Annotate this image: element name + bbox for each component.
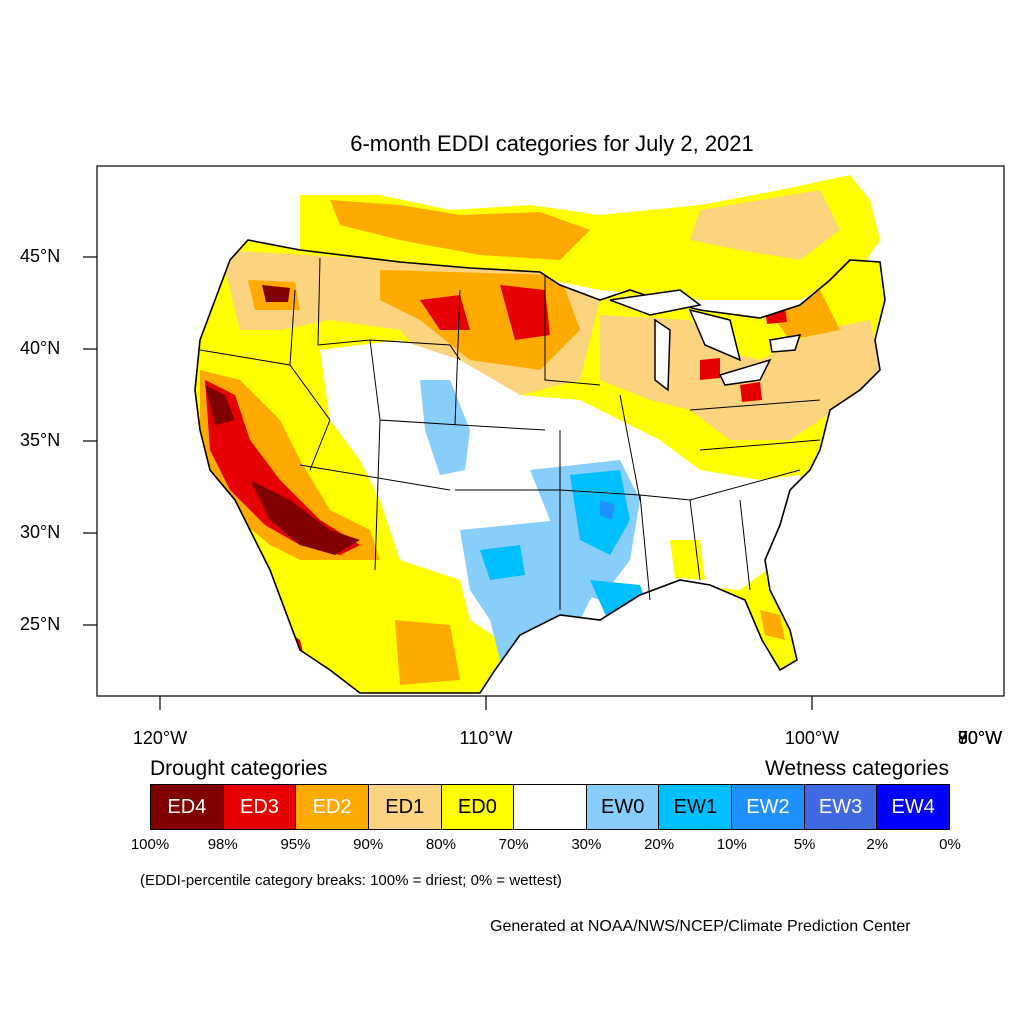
ed3-dakotas bbox=[500, 285, 550, 340]
lon-label: 70°W bbox=[957, 728, 1003, 748]
legend-break-label: 2% bbox=[866, 836, 889, 853]
legend-cell-ed4: ED4 bbox=[151, 785, 224, 829]
legend-cell-ew4: EW4 bbox=[877, 785, 950, 829]
legend-break-label: 100% bbox=[130, 836, 170, 853]
ed3-ohio bbox=[740, 382, 762, 402]
legend-cell-ew2: EW2 bbox=[732, 785, 805, 829]
legend-colorbar: ED4 ED3 ED2 ED1 ED0 EW0 EW1 EW2 EW3 EW4 bbox=[150, 784, 950, 830]
ed2-mexico-north bbox=[395, 620, 460, 685]
legend-break-label: 70% bbox=[498, 836, 529, 853]
legend-break-label: 95% bbox=[280, 836, 311, 853]
legend-cell-normal bbox=[514, 785, 587, 829]
legend-cell-ed0: ED0 bbox=[441, 785, 515, 829]
ew2-arkansas bbox=[600, 500, 615, 520]
lon-label: 100°W bbox=[784, 728, 840, 748]
lat-label: 40°N bbox=[20, 338, 61, 358]
legend-break-label: 30% bbox=[571, 836, 602, 853]
ed2-florida bbox=[760, 610, 785, 640]
map-title: 6-month EDDI categories for July 2, 2021 bbox=[350, 131, 754, 156]
lon-label: 110°W bbox=[459, 728, 513, 748]
ed3-montana bbox=[420, 295, 470, 330]
footnote: (EDDI-percentile category breaks: 100% =… bbox=[140, 872, 562, 889]
legend-break-label: 20% bbox=[644, 836, 675, 853]
ew1-texas bbox=[480, 545, 525, 580]
ed2-southwest bbox=[200, 370, 380, 560]
legend-break-label: 98% bbox=[207, 836, 238, 853]
lon-label: 120°W bbox=[132, 728, 188, 748]
legend-cell-ew1: EW1 bbox=[659, 785, 733, 829]
state-boundaries bbox=[199, 257, 821, 610]
lat-label: 25°N bbox=[20, 614, 61, 634]
lon-ticks bbox=[159, 696, 813, 710]
ed3-michigan bbox=[700, 358, 720, 380]
canada-fringe-ed2 bbox=[330, 200, 590, 260]
lat-label: 45°N bbox=[20, 246, 61, 266]
ed4-california bbox=[205, 385, 235, 425]
legend-break-label: 90% bbox=[353, 836, 384, 853]
ed4-pacific-nw bbox=[262, 285, 290, 302]
lat-label: 35°N bbox=[20, 430, 61, 450]
conus-eddi-field bbox=[195, 240, 885, 693]
lat-label: 30°N bbox=[20, 522, 61, 542]
ed3-southwest bbox=[205, 380, 360, 555]
legend-break-label: 0% bbox=[939, 836, 961, 853]
ed4-arizona bbox=[250, 480, 360, 555]
canada-fringe-ed1-east bbox=[690, 190, 840, 260]
lon-label: 80°W bbox=[957, 728, 1003, 748]
legend-cell-ed3: ED3 bbox=[223, 785, 297, 829]
legend-break-label: 5% bbox=[793, 836, 816, 853]
credit-line: Generated at NOAA/NWS/NCEP/Climate Predi… bbox=[490, 918, 911, 935]
legend-cell-ew3: EW3 bbox=[804, 785, 878, 829]
legend-cell-ew0: EW0 bbox=[586, 785, 660, 829]
lat-ticks bbox=[83, 256, 97, 626]
legend-cell-ed1: ED1 bbox=[368, 785, 442, 829]
legend-break-label: 80% bbox=[425, 836, 456, 853]
map-frame bbox=[96, 165, 1005, 697]
legend-cell-ed2: ED2 bbox=[296, 785, 369, 829]
great-lakes bbox=[609, 289, 802, 392]
drought-heading: Drought categories bbox=[150, 757, 328, 780]
ew0-colorado bbox=[420, 380, 470, 475]
wetness-heading: Wetness categories bbox=[764, 757, 949, 780]
lon-label: 90°W bbox=[957, 728, 1003, 748]
legend-break-label: 10% bbox=[716, 836, 747, 853]
